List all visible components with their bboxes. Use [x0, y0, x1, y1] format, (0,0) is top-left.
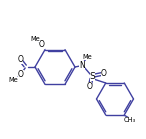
Text: Me: Me — [30, 36, 40, 42]
Text: Me: Me — [9, 77, 18, 83]
Text: O: O — [18, 55, 24, 64]
Text: Me: Me — [82, 54, 92, 59]
Text: O: O — [101, 69, 106, 78]
Text: S: S — [90, 72, 95, 81]
Text: O: O — [18, 70, 24, 79]
Text: N: N — [79, 61, 85, 70]
Text: O: O — [39, 40, 45, 49]
Text: O: O — [87, 82, 92, 91]
Text: CH₃: CH₃ — [124, 116, 136, 122]
